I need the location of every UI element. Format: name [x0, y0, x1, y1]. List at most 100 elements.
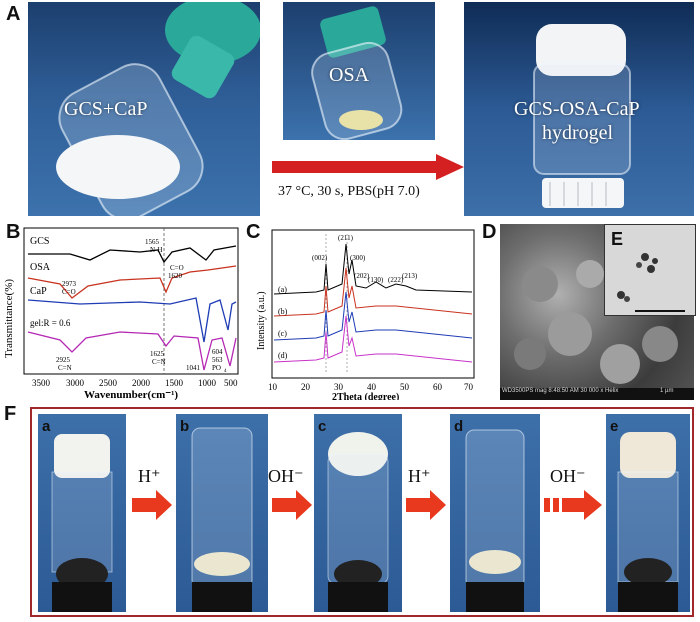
- ftir-series-osa: [27, 265, 237, 299]
- panel-label-f: F: [4, 403, 17, 425]
- ftir-xtick: 1500: [165, 378, 184, 388]
- xrd-peak-label: (202): [354, 272, 370, 280]
- panel-label-c: C: [246, 221, 261, 243]
- vial-c-illustration: [327, 432, 389, 612]
- ftir-annot: N-H: [150, 246, 162, 254]
- panel-label-e: E: [611, 229, 624, 249]
- vial-d-illustration: [465, 429, 525, 612]
- xrd-curve-label: (a): [278, 285, 287, 294]
- panel-label-b: B: [6, 221, 21, 243]
- photo3-label-line2: hydrogel: [542, 122, 614, 144]
- xrd-ylabel: Intensity (a.u.): [256, 291, 267, 350]
- ftir-annot: C=O: [170, 264, 184, 272]
- vial-c-label: c: [318, 418, 327, 435]
- arrow3-label: H⁺: [408, 466, 431, 486]
- xrd-peak-label: (002): [312, 254, 328, 262]
- vial-e-label: e: [610, 418, 619, 435]
- vial-b-illustration: [191, 427, 253, 612]
- vial-photo-e: e: [606, 414, 690, 612]
- vial-photo-d: d: [450, 414, 540, 612]
- vial-e-illustration: [617, 432, 679, 612]
- ftir-annot: 2925: [56, 356, 71, 364]
- ftir-xtick: 500: [224, 378, 238, 388]
- xrd-peak-label: (300): [350, 254, 366, 262]
- ftir-series-cap: [27, 297, 237, 343]
- vial-photo-a: a: [38, 414, 126, 612]
- arrow2-label: OH⁻: [268, 466, 304, 486]
- hydrogel-vial-illustration: [533, 24, 631, 208]
- xrd-curve-label: (d): [278, 351, 288, 360]
- xrd-xtick: 40: [367, 382, 377, 392]
- ftir-xtick: 3500: [32, 378, 51, 388]
- photo3-label-line1: GCS-OSA-CaP: [514, 98, 640, 120]
- vial-photo-b: b: [176, 414, 268, 612]
- ftir-annot: C=O: [62, 288, 76, 296]
- ftir-annot: 2973: [62, 280, 77, 288]
- xrd-curve-d: [273, 315, 473, 363]
- ftir-ylabel: Transmittance(%): [3, 279, 15, 358]
- photo-osa: OSA: [283, 2, 435, 140]
- ftir-frame: [23, 227, 239, 375]
- ftir-label-gel: gel:R = 0.6: [30, 318, 71, 328]
- ftir-chart: Transmittance(%) GCS OSA CaP gel:R = 0.6…: [3, 227, 239, 400]
- photo-hydrogel: GCS-OSA-CaP hydrogel: [464, 2, 694, 216]
- ftir-annot: 604: [212, 348, 223, 356]
- panel-label-d: D: [482, 221, 497, 243]
- tem-image: E: [604, 224, 696, 316]
- arrow1-label: H⁺: [138, 466, 161, 486]
- photo-gcs-cap: GCS+CaP: [28, 2, 260, 216]
- vial-d-label: d: [454, 418, 464, 435]
- ftir-annot: 4: [224, 369, 227, 374]
- ftir-annot: 1565: [145, 238, 160, 246]
- xrd-chart: Intensity (a.u.) (a) (b) (c) (d) (002) (…: [256, 229, 475, 400]
- ftir-label-cap: CaP: [30, 286, 47, 297]
- xrd-peak-label: (213): [402, 272, 418, 280]
- ftir-annot: 563: [212, 356, 223, 364]
- ftir-xtick: 2500: [99, 378, 118, 388]
- sem-scale: 1 µm: [660, 388, 674, 394]
- ftir-xticks: 3500 3000 2500 2000 1500 1000 500: [32, 378, 238, 388]
- xrd-peak-label: (211): [338, 234, 354, 242]
- arrow4-label: OH⁻: [550, 466, 586, 486]
- panel-label-a: A: [6, 3, 21, 25]
- tem-particles: [617, 253, 685, 312]
- xrd-xtick: 60: [433, 382, 443, 392]
- ftir-annot: 1620: [168, 272, 183, 280]
- ftir-xlabel: Wavenumber(cm⁻¹): [84, 389, 178, 400]
- xrd-xtick: 50: [400, 382, 410, 392]
- arrow2: [272, 490, 312, 520]
- photo1-label: GCS+CaP: [64, 98, 148, 120]
- xrd-xlabel: 2Theta (degree): [332, 392, 399, 400]
- xrd-peak-label: (130): [368, 276, 384, 284]
- xrd-curve-label: (b): [278, 307, 288, 316]
- xrd-peak-label: (222): [388, 276, 404, 284]
- ftir-annot: C=N: [152, 358, 166, 366]
- reaction-arrow: [272, 154, 464, 180]
- ftir-annot: C=N: [58, 364, 72, 372]
- ftir-annot: 1041: [186, 364, 201, 372]
- ftir-label-gcs: GCS: [30, 236, 49, 247]
- xrd-curve-b: [273, 267, 473, 317]
- sem-footer: WD3500PS mag 8:48:50 AM 30 000 x Helix: [502, 388, 619, 394]
- xrd-frame: [271, 229, 475, 379]
- xrd-xtick: 70: [464, 382, 474, 392]
- xrd-xtick: 30: [334, 382, 344, 392]
- ftir-xtick: 1000: [198, 378, 217, 388]
- ftir-annot: PO: [212, 364, 221, 372]
- xrd-curve-a: [273, 243, 473, 295]
- vial-illustration: [56, 2, 260, 216]
- ftir-xtick: 3000: [66, 378, 85, 388]
- arrow1: [132, 490, 172, 520]
- ftir-xtick: 2000: [132, 378, 151, 388]
- xrd-xtick: 20: [301, 382, 311, 392]
- arrow4: [544, 490, 602, 520]
- xrd-curve-label: (c): [278, 329, 287, 338]
- xrd-curve-c: [273, 291, 473, 341]
- vial-a-illustration: [51, 434, 113, 612]
- reaction-condition: 37 °C, 30 s, PBS(pH 7.0): [278, 184, 420, 199]
- ftir-series-gel: [27, 331, 237, 371]
- photo2-label: OSA: [329, 64, 370, 86]
- xrd-xtick: 10: [268, 382, 278, 392]
- panel-f-frame: [30, 407, 694, 617]
- osa-vial-illustration: [311, 6, 403, 140]
